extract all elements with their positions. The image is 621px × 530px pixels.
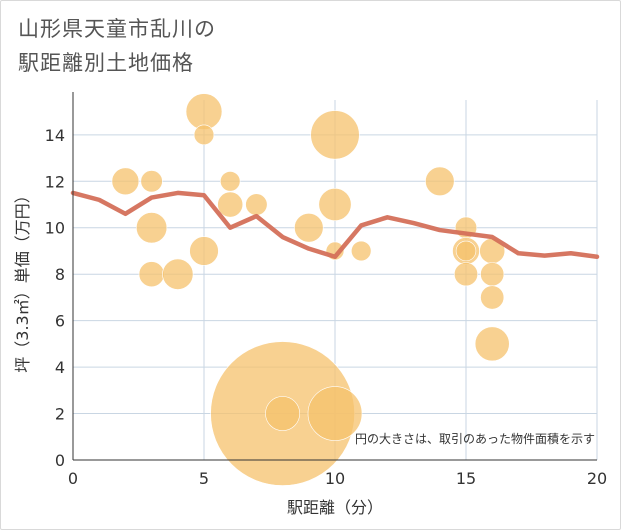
trend-line-group (70, 190, 600, 260)
bubble (480, 285, 505, 310)
bubble (111, 167, 140, 196)
bubble (140, 170, 163, 193)
y-tick-label: 8 (55, 265, 65, 284)
bubble (185, 93, 223, 130)
bubble (318, 188, 352, 222)
x-tick-label: 5 (199, 469, 209, 488)
x-tick-label: 0 (68, 469, 78, 488)
y-tick-label: 10 (45, 219, 65, 238)
x-tick-label: 20 (587, 469, 607, 488)
bubble (245, 193, 268, 216)
axes: 0 5 10 15 20 0 2 4 6 8 10 12 14 (45, 92, 607, 488)
bubble (310, 110, 360, 160)
y-axis-label: 坪（3.3㎡）単価（万円） (13, 187, 32, 372)
bubble (193, 124, 215, 146)
bubble (453, 262, 478, 287)
bubble (136, 212, 168, 244)
y-tick-label: 14 (45, 126, 65, 145)
bubbles (111, 93, 510, 486)
bubble (220, 171, 241, 192)
x-axis-label: 駅距離（分） (287, 498, 383, 517)
y-tick-label: 0 (55, 451, 65, 470)
bubble (265, 396, 301, 431)
bubble (162, 258, 194, 290)
bubble (455, 240, 477, 262)
bubble-size-note: 円の大きさは、取引のあった物件面積を示す (355, 431, 595, 446)
bubble (138, 261, 165, 288)
chart-title-line1: 山形県天童市乱川の (18, 17, 216, 41)
y-tick-label: 4 (55, 358, 65, 377)
bubble (351, 240, 372, 262)
bubble (480, 262, 505, 287)
bubble (294, 213, 324, 243)
bubble (425, 166, 455, 196)
bubble (189, 236, 219, 266)
x-tick-label: 15 (456, 469, 476, 488)
chart-title: 山形県天童市乱川の 駅距離別土地価格 (18, 12, 216, 80)
x-tick-label: 10 (325, 469, 345, 488)
y-tick-label: 12 (45, 172, 65, 191)
bubble (474, 326, 510, 362)
chart-title-line2: 駅距離別土地価格 (18, 51, 194, 75)
bubble (307, 386, 363, 441)
y-tick-label: 2 (55, 405, 65, 424)
y-tick-label: 6 (55, 312, 65, 331)
trend-line (70, 190, 600, 260)
bubble (217, 191, 244, 218)
